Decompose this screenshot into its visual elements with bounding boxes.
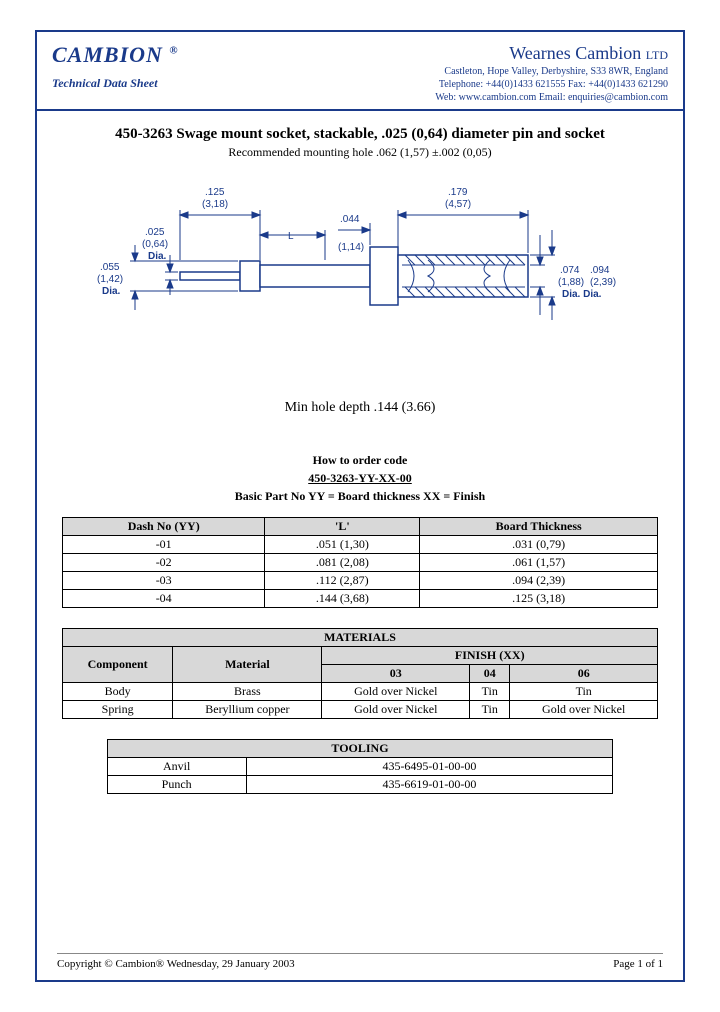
order-h3: Basic Part No YY = Board thickness XX = … xyxy=(235,489,485,503)
dim-055: .055 xyxy=(100,262,120,273)
footer: Copyright © Cambion® Wednesday, 29 Janua… xyxy=(57,953,663,970)
t1r3c1: .144 (3,68) xyxy=(265,590,420,608)
header: CAMBION ® Technical Data Sheet Wearnes C… xyxy=(37,32,683,111)
t1r1c1: .081 (2,08) xyxy=(265,554,420,572)
t3r0c0: Anvil xyxy=(107,758,246,776)
addr3: Web: www.cambion.com Email: enquiries@ca… xyxy=(435,91,668,104)
t2r1c2: Gold over Nickel xyxy=(322,701,470,719)
t1r2c2: .094 (2,39) xyxy=(420,572,658,590)
footer-right: Page 1 of 1 xyxy=(613,958,663,970)
body-area: 450-3263 Swage mount socket, stackable, … xyxy=(37,111,683,794)
t2r1c0: Spring xyxy=(63,701,173,719)
company: Wearnes Cambion xyxy=(509,43,641,63)
header-right: Wearnes Cambion LTD Castleton, Hope Vall… xyxy=(435,42,668,104)
dim-044: .044 xyxy=(340,214,360,225)
t1r3c2: .125 (3,18) xyxy=(420,590,658,608)
footer-left: Copyright © Cambion® Wednesday, 29 Janua… xyxy=(57,958,295,970)
t2r1c1: Beryllium copper xyxy=(173,701,322,719)
t3r1c1: 435-6619-01-00-00 xyxy=(246,776,613,794)
tds-label: Technical Data Sheet xyxy=(52,76,179,91)
t2r0c3: Tin xyxy=(470,683,510,701)
addr2: Telephone: +44(0)1433 621555 Fax: +44(0)… xyxy=(435,78,668,91)
t2r1c4: Gold over Nickel xyxy=(510,701,658,719)
page-border: CAMBION ® Technical Data Sheet Wearnes C… xyxy=(35,30,685,982)
t3title: TOOLING xyxy=(107,740,613,758)
brand-reg: ® xyxy=(169,45,178,57)
t2r0c4: Tin xyxy=(510,683,658,701)
brand-logo: CAMBION ® xyxy=(52,42,179,68)
dim-055d: Dia. xyxy=(102,286,121,297)
min-hole: Min hole depth .144 (3.66) xyxy=(62,400,658,416)
dim-179: .179 xyxy=(448,187,468,198)
t1h1: 'L' xyxy=(265,518,420,536)
dim-L: L xyxy=(288,231,294,242)
dim-074m: (1,88) xyxy=(558,277,584,288)
dim-125m: (3,18) xyxy=(202,199,228,210)
t1h2: Board Thickness xyxy=(420,518,658,536)
t2r0c2: Gold over Nickel xyxy=(322,683,470,701)
t1r2c1: .112 (2,87) xyxy=(265,572,420,590)
t2h0: Component xyxy=(63,647,173,683)
order-h1: How to order code xyxy=(313,453,408,467)
t3r1c0: Punch xyxy=(107,776,246,794)
t2r0c0: Body xyxy=(63,683,173,701)
brand-text: CAMBION xyxy=(52,42,163,67)
t1r1c0: -02 xyxy=(63,554,265,572)
materials-table: MATERIALS Component Material FINISH (XX)… xyxy=(62,628,658,719)
t2title: MATERIALS xyxy=(63,629,658,647)
t1r3c0: -04 xyxy=(63,590,265,608)
order-code: How to order code 450-3263-YY-XX-00 Basi… xyxy=(62,451,658,505)
company-name: Wearnes Cambion LTD xyxy=(435,42,668,65)
dim-074: .074 xyxy=(560,265,580,276)
addr1: Castleton, Hope Valley, Derbyshire, S33 … xyxy=(435,65,668,78)
t1r2c0: -03 xyxy=(63,572,265,590)
company-ltd: LTD xyxy=(646,48,668,62)
dim-125: .125 xyxy=(205,187,225,198)
t2finish: FINISH (XX) xyxy=(322,647,658,665)
dim-094: .094 xyxy=(590,265,610,276)
t2h4: 06 xyxy=(510,665,658,683)
dim-025m: (0,64) xyxy=(142,239,168,250)
dim-055m: (1,42) xyxy=(97,274,123,285)
t1r0c0: -01 xyxy=(63,536,265,554)
title: 450-3263 Swage mount socket, stackable, … xyxy=(62,126,658,143)
t1h0: Dash No (YY) xyxy=(63,518,265,536)
t1r1c2: .061 (1,57) xyxy=(420,554,658,572)
t2r1c3: Tin xyxy=(470,701,510,719)
t1r0c2: .031 (0,79) xyxy=(420,536,658,554)
t1r0c1: .051 (1,30) xyxy=(265,536,420,554)
header-left: CAMBION ® Technical Data Sheet xyxy=(52,42,179,104)
dash-table: Dash No (YY) 'L' Board Thickness -01.051… xyxy=(62,517,658,608)
order-h2: 450-3263-YY-XX-00 xyxy=(308,471,412,485)
dim-025d: Dia. xyxy=(148,251,167,262)
dim-044m: (1,14) xyxy=(338,242,364,253)
t3r0c1: 435-6495-01-00-00 xyxy=(246,758,613,776)
subtitle: Recommended mounting hole .062 (1,57) ±.… xyxy=(62,145,658,160)
dim-094m: (2,39) xyxy=(590,277,616,288)
socket-diagram: .125 (3,18) L .044 (1,14) .179 (4,57) .0… xyxy=(80,175,640,365)
dim-179m: (4,57) xyxy=(445,199,471,210)
tooling-table: TOOLING Anvil435-6495-01-00-00 Punch435-… xyxy=(107,739,614,794)
t2h3: 04 xyxy=(470,665,510,683)
dim-rd: Dia. Dia. xyxy=(562,289,602,300)
t2r0c1: Brass xyxy=(173,683,322,701)
t2h1: Material xyxy=(173,647,322,683)
dim-025: .025 xyxy=(145,227,165,238)
t2h2: 03 xyxy=(322,665,470,683)
